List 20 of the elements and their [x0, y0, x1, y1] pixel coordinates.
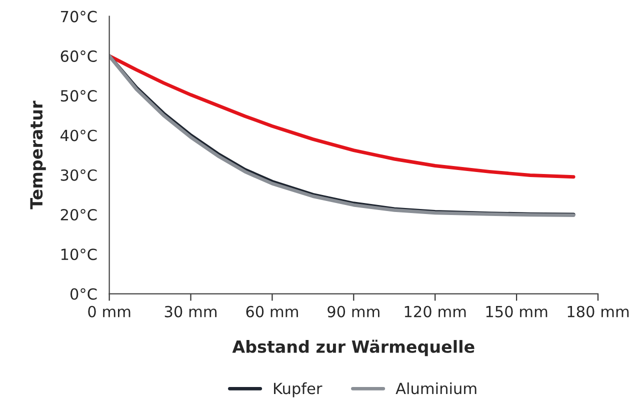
- y-tick-label: 60°C: [60, 50, 97, 62]
- x-tick-label: 150 mm: [486, 306, 548, 318]
- y-tick-label: 0°C: [70, 288, 97, 300]
- y-tick-label: 30°C: [60, 169, 97, 181]
- y-tick-label: 70°C: [61, 10, 97, 22]
- y-tick-label: 40°C: [60, 130, 97, 142]
- line-series: [109, 54, 576, 179]
- x-tick-label: 30 mm: [164, 306, 216, 318]
- y-tick-label: 10°C: [61, 248, 97, 260]
- x-axis-title: Abstand zur Wärmequelle: [232, 340, 474, 356]
- x-tick-label: 0 mm: [88, 306, 130, 318]
- x-tick-label: 120 mm: [404, 306, 466, 318]
- x-tick-label: 60 mm: [246, 306, 298, 318]
- y-tick-label: 20°C: [60, 208, 97, 221]
- x-tick-label: 90 mm: [328, 306, 380, 318]
- legend-label: Aluminium: [396, 382, 476, 394]
- y-tick-label: 50°C: [60, 90, 97, 102]
- legend-label: Kupfer: [274, 382, 322, 398]
- y-axis-title: Temperatur: [30, 100, 46, 210]
- x-tick-label: 180 mm: [568, 306, 629, 318]
